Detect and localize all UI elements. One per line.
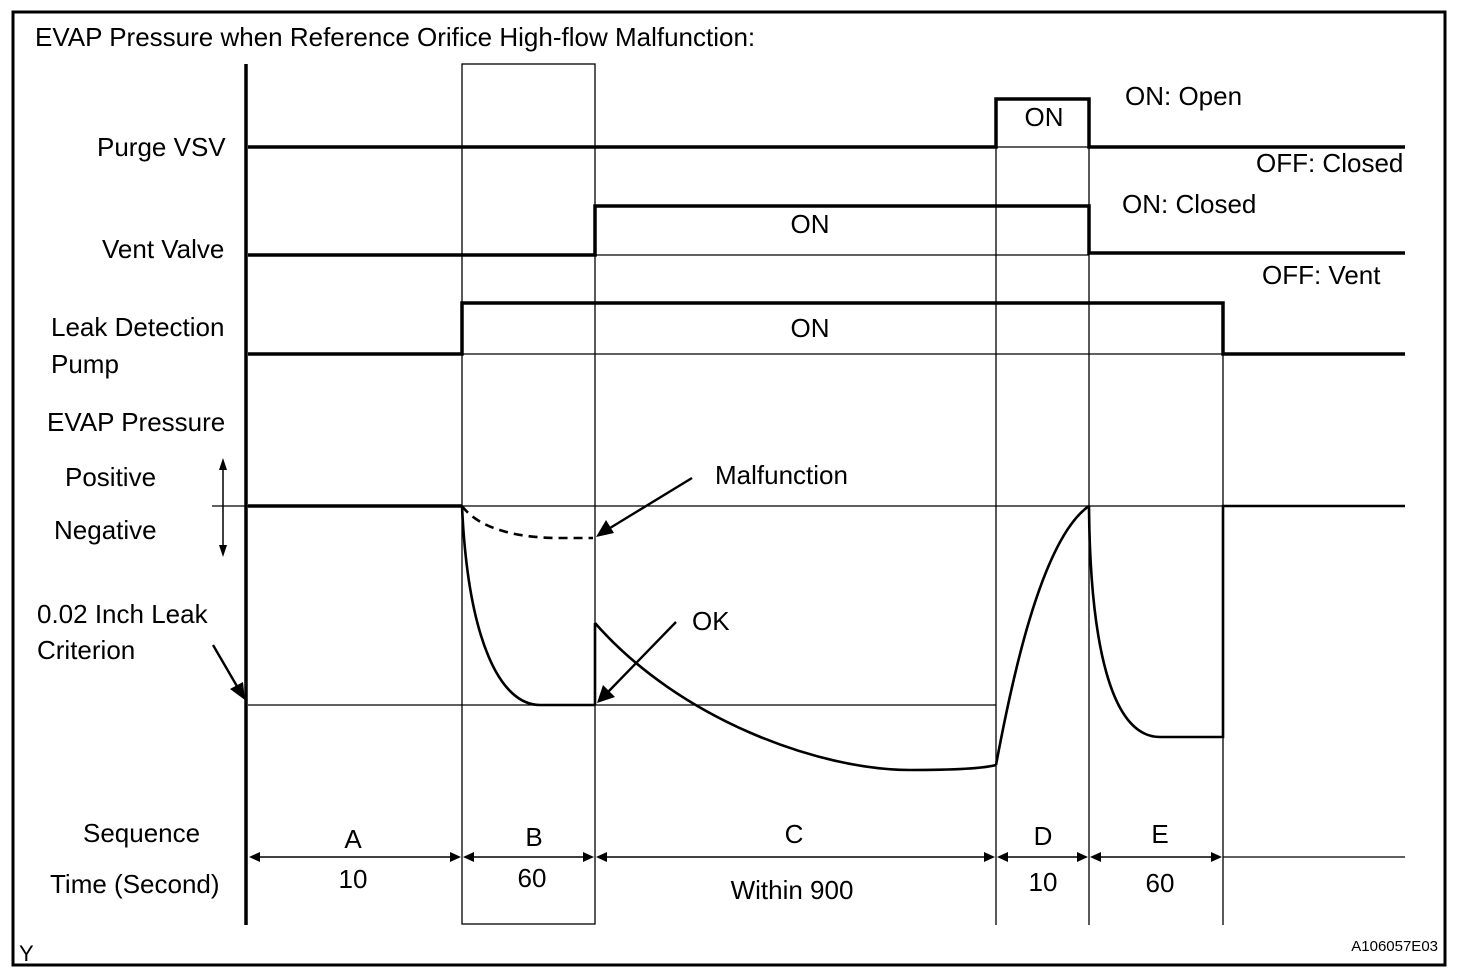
pump-label-line2: Pump	[51, 349, 119, 379]
pump-label-line1: Leak Detection	[51, 312, 224, 342]
malfunction-trace	[460, 505, 593, 540]
phase-d-dimension-arrow	[997, 852, 1088, 862]
diagram-frame	[11, 10, 1447, 967]
phase-a-label: A	[344, 824, 362, 854]
negative-label: Negative	[54, 515, 157, 545]
vent-valve-signal	[248, 204, 1405, 257]
phase-e-dimension-arrow	[1090, 852, 1222, 862]
phase-c-dimension-arrow	[596, 852, 995, 862]
ok-arrow	[597, 621, 677, 703]
phase-b-box	[461, 63, 596, 925]
time-label: Time (Second)	[50, 869, 220, 899]
vent-on-legend: ON: Closed	[1122, 189, 1256, 219]
phase-e-time: 60	[1146, 868, 1175, 898]
purge-off-legend: OFF: Closed	[1256, 148, 1403, 178]
criterion-label-line2: Criterion	[37, 635, 135, 665]
phase-a-time: 10	[339, 864, 368, 894]
malfunction-arrow	[596, 476, 693, 537]
corner-mark: Y	[19, 941, 34, 966]
pump-on-label: ON	[791, 313, 830, 343]
phase-b-label: B	[525, 822, 542, 852]
pressure-direction-arrow	[219, 458, 227, 557]
criterion-label-line1: 0.02 Inch Leak	[37, 599, 209, 629]
sequence-label: Sequence	[83, 818, 200, 848]
evap-pressure-trace	[248, 504, 1405, 772]
phase-a-dimension-arrow	[249, 852, 461, 862]
purge-on-legend: ON: Open	[1125, 81, 1242, 111]
phase-d-time: 10	[1029, 867, 1058, 897]
phase-e-label: E	[1151, 819, 1168, 849]
phase-d-label: D	[1034, 821, 1053, 851]
purge-vsv-signal	[248, 97, 1405, 149]
sequence-dimension-arrows	[249, 852, 1222, 862]
figure-id: A106057E03	[1351, 938, 1438, 955]
phase-c-time: Within 900	[731, 875, 854, 905]
vent-off-legend: OFF: Vent	[1262, 260, 1381, 290]
vent-valve-on-label: ON	[791, 209, 830, 239]
evap-pressure-label: EVAP Pressure	[47, 407, 225, 437]
purge-vsv-label: Purge VSV	[97, 132, 226, 162]
ok-label: OK	[692, 606, 730, 636]
criterion-arrow	[211, 644, 245, 700]
phase-c-label: C	[785, 819, 804, 849]
pump-signal	[248, 301, 1405, 356]
vent-valve-label: Vent Valve	[102, 234, 224, 264]
malfunction-label: Malfunction	[715, 460, 848, 490]
purge-vsv-on-label: ON	[1025, 102, 1064, 132]
phase-b-dimension-arrow	[463, 852, 594, 862]
diagram-title: EVAP Pressure when Reference Orifice Hig…	[35, 22, 755, 52]
phase-b-time: 60	[518, 863, 547, 893]
positive-label: Positive	[65, 462, 156, 492]
